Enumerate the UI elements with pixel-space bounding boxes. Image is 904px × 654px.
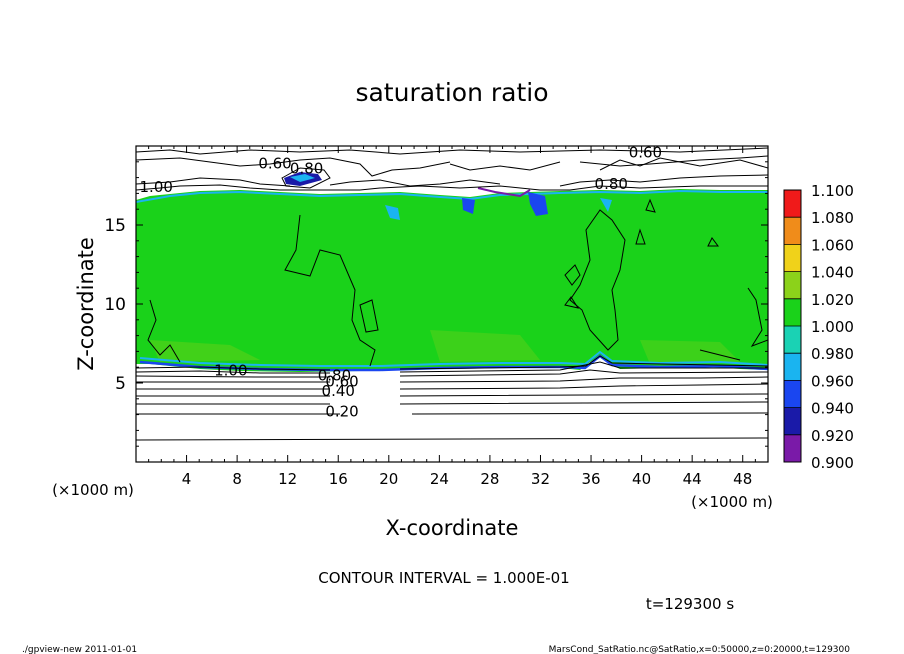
field-patch	[430, 330, 540, 362]
colorbar-swatch	[784, 380, 801, 408]
x-tick-label: 12	[278, 470, 297, 488]
x-axis-unit: (×1000 m)	[691, 493, 773, 511]
x-tick-label: 20	[379, 470, 398, 488]
colorbar-label: 1.040	[811, 264, 854, 282]
field-edge-purple	[477, 187, 531, 198]
colorbar-label: 0.920	[811, 427, 854, 445]
colorbar: 0.900 0.920 0.940 0.960 0.980 1.000 1.020 1.040…	[783, 182, 854, 472]
x-axis-label: X-coordinate	[386, 516, 519, 540]
plot-field: 0.600.801.000.600.801.00 0.800.600.400.20	[136, 143, 768, 462]
colorbar-swatch	[784, 190, 801, 218]
contour-label: 0.80	[318, 366, 351, 384]
contour-label: 0.20	[325, 403, 358, 421]
colorbar-label: 1.020	[811, 291, 854, 309]
colorbar-label: 1.080	[811, 209, 854, 227]
field-edge-top-cyan	[136, 189, 768, 203]
contour-lines	[136, 147, 768, 441]
y-axis-label: Z-coordinate	[74, 237, 98, 371]
field-edge-bottom-cyan	[139, 350, 768, 367]
field-blob	[385, 205, 400, 220]
contour-label: 0.60	[629, 143, 662, 161]
field-patch	[640, 340, 740, 364]
contour-label: 0.60	[325, 373, 358, 391]
colorbar-swatch	[784, 407, 801, 435]
y-tick-label: 15	[104, 216, 126, 236]
contour-label: 0.60	[258, 155, 291, 173]
x-tick-label: 24	[430, 470, 449, 488]
contour-label: 0.40	[322, 382, 355, 400]
field-blob	[462, 198, 475, 214]
field-blob	[600, 198, 612, 212]
x-tick-label: 44	[683, 470, 702, 488]
colorbar-label: 0.960	[811, 372, 854, 390]
y-tick-label: 5	[115, 374, 126, 394]
saturated-region	[136, 189, 768, 372]
y-axis-ticks: 5 10 15	[104, 161, 768, 447]
x-axis-ticks: 4 8 12 16 20 24 28 32 36 40 44 48	[148, 146, 756, 488]
contour-label: 1.00	[140, 178, 173, 196]
contour-labels: 0.600.801.000.600.801.00 0.800.600.400.20	[140, 143, 663, 421]
colorbar-swatch	[784, 298, 801, 326]
colorbar-label: 0.940	[811, 400, 854, 418]
x-tick-label: 40	[632, 470, 651, 488]
contour-label: 0.80	[290, 159, 323, 177]
x-tick-label: 32	[531, 470, 550, 488]
colorbar-label: 1.060	[811, 236, 854, 254]
colorbar-swatch	[784, 353, 801, 381]
x-tick-label: 36	[581, 470, 600, 488]
contour-interval-note: CONTOUR INTERVAL = 1.000E-01	[318, 569, 569, 587]
colorbar-swatch	[784, 326, 801, 354]
y-tick-label: 10	[104, 295, 126, 315]
y-axis-unit: (×1000 m)	[52, 481, 134, 499]
colorbar-swatch	[784, 244, 801, 272]
contour-label: 1.00	[214, 362, 247, 380]
colorbar-label: 1.000	[811, 318, 854, 336]
footer-right: MarsCond_SatRatio.nc@SatRatio,x=0:50000,…	[549, 645, 851, 654]
x-tick-label: 28	[480, 470, 499, 488]
footer-left: ./gpview-new 2011-01-01	[22, 645, 137, 654]
field-patch	[150, 340, 260, 362]
colorbar-swatch	[784, 217, 801, 245]
time-stamp: t=129300 s	[646, 595, 734, 613]
x-tick-label: 4	[182, 470, 192, 488]
field-blob	[290, 174, 315, 182]
chart-title: saturation ratio	[355, 78, 548, 107]
colorbar-label: 0.980	[811, 345, 854, 363]
field-blob	[528, 192, 548, 216]
x-tick-label: 48	[733, 470, 752, 488]
colorbar-swatch	[784, 271, 801, 299]
x-tick-label: 16	[329, 470, 348, 488]
colorbar-swatch	[784, 434, 801, 462]
x-tick-label: 8	[232, 470, 242, 488]
colorbar-label: 1.100	[811, 182, 854, 200]
colorbar-label: 0.900	[811, 454, 854, 472]
contour-label: 0.80	[595, 175, 628, 193]
